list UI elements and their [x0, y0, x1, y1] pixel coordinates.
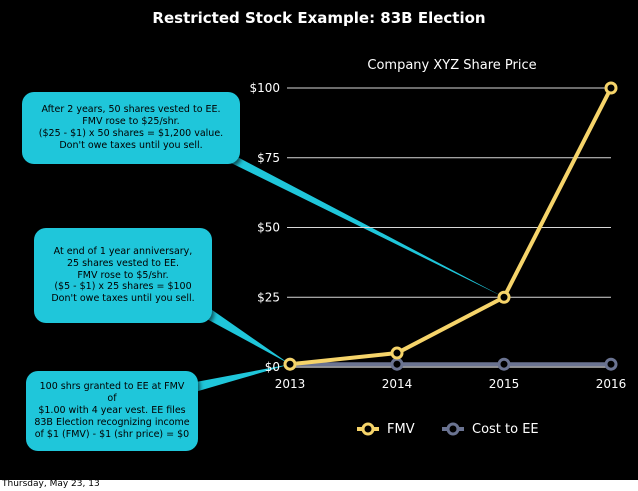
callout-grant: 100 shrs granted to EE at FMV of $1.00 w…: [26, 371, 198, 451]
chart-gridlines: [287, 87, 611, 368]
slide-title: Restricted Stock Example: 83B Election: [152, 9, 486, 27]
callout-grant-pointer: [180, 364, 290, 392]
x-tick-labels: 2013 2014 2015 2016: [275, 377, 627, 391]
x-tick-label: 2013: [275, 377, 306, 391]
callout-year-1: At end of 1 year anniversary, 25 shares …: [34, 228, 212, 323]
callout-pointers: [180, 140, 504, 392]
series-points: [283, 81, 618, 371]
y-tick-label: $75: [257, 151, 280, 165]
data-point-fmv: [283, 357, 297, 371]
data-point-fmv: [390, 346, 404, 360]
legend-label-cost-to-ee: Cost to EE: [472, 422, 539, 437]
legend-marker-cost-to-ee: [446, 422, 460, 436]
callout-grant-text: 100 shrs granted to EE at FMV of $1.00 w…: [34, 381, 190, 440]
legend-label-fmv: FMV: [387, 422, 415, 437]
callout-year-2-pointer: [205, 140, 504, 298]
callout-year-2-text: After 2 years, 50 shares vested to EE. F…: [38, 104, 224, 151]
x-tick-label: 2016: [596, 377, 627, 391]
data-point-fmv: [604, 81, 618, 95]
y-tick-label: $50: [257, 221, 280, 235]
x-tick-label: 2014: [382, 377, 413, 391]
y-tick-label: $0: [265, 360, 280, 374]
x-tick-label: 2015: [489, 377, 520, 391]
y-tick-labels: $0 $25 $50 $75 $100: [249, 81, 280, 374]
footer-date: Thursday, May 23, 13: [2, 479, 100, 489]
callout-year-2: After 2 years, 50 shares vested to EE. F…: [22, 92, 240, 164]
chart-title: Company XYZ Share Price: [367, 58, 536, 73]
data-point-cost-to-ee: [390, 357, 404, 371]
data-point-cost-to-ee: [497, 357, 511, 371]
data-point-fmv: [497, 290, 511, 304]
series-line-fmv: [289, 87, 613, 367]
legend-marker-fmv: [361, 422, 375, 436]
chart-legend: FMV Cost to EE: [357, 422, 539, 437]
callout-year-1-pointer: [195, 298, 290, 365]
series-lines: [289, 87, 613, 367]
slide: Restricted Stock Example: 83B Election C…: [0, 0, 638, 480]
y-tick-label: $100: [249, 81, 280, 95]
data-point-cost-to-ee: [604, 357, 618, 371]
callout-year-1-text: At end of 1 year anniversary, 25 shares …: [51, 245, 195, 305]
share-price-chart: Company XYZ Share Price $0$25$50$75$100 …: [180, 58, 627, 437]
y-tick-label: $25: [257, 290, 280, 304]
